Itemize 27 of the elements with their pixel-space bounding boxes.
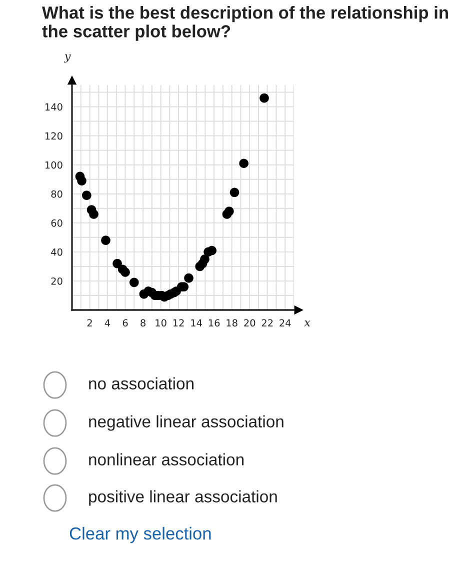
x-tick-label: 22 [262, 319, 273, 326]
text: positive linear association [89, 490, 277, 506]
x-axis-title: x [304, 320, 310, 326]
text: Clear my selection [70, 526, 211, 544]
x-tick-label: 24 [280, 319, 291, 326]
y-tick-label: 20 [51, 277, 62, 285]
text: no association [89, 377, 194, 390]
y-axis-title: y [64, 54, 71, 62]
x-tick-label: 2 [87, 319, 92, 326]
x-tick-label: 10 [156, 319, 166, 327]
x-tick-label: 18 [226, 319, 238, 327]
x-tick-label: 20 [244, 319, 256, 327]
x-tick-label: 14 [191, 319, 202, 326]
y-tick-label: 100 [45, 161, 62, 169]
x-tick-label: 8 [140, 319, 146, 327]
y-tick-label: 60 [51, 219, 62, 227]
chart-title: What is the best description of the relationship in the scatter plot below? [42, 6, 448, 41]
y-tick-label: 120 [45, 132, 62, 140]
y-tick-label: 80 [51, 190, 62, 198]
y-tick-label: 140 [45, 103, 62, 111]
x-tick-label: 6 [122, 319, 128, 327]
x-tick-label: 12 [173, 319, 184, 326]
y-tick-label: 40 [51, 248, 62, 256]
text: nonlinear association [89, 453, 244, 466]
text: negative linear association [89, 415, 284, 431]
x-tick-label: 4 [104, 319, 110, 326]
x-tick-label: 16 [208, 319, 220, 327]
